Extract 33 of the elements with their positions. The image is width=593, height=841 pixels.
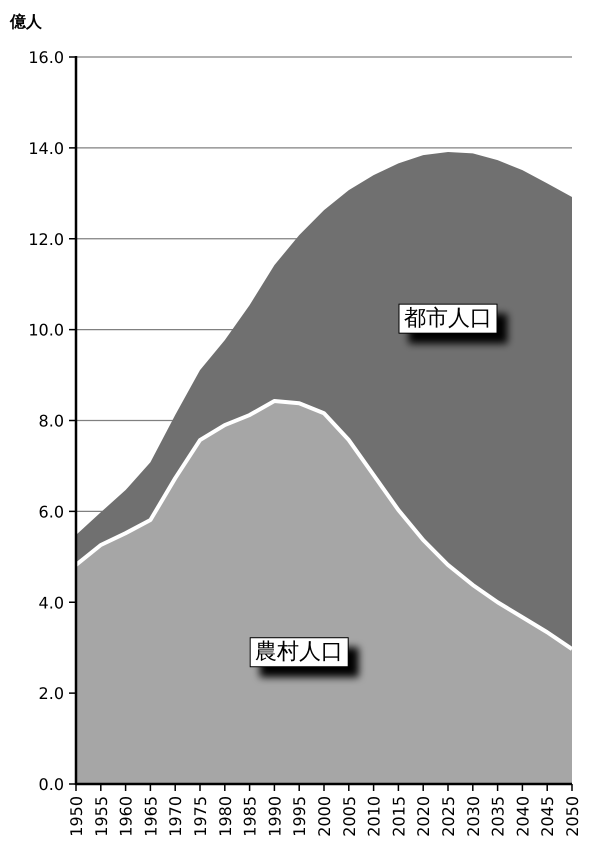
x-tick-label: 1960	[116, 796, 136, 837]
series-label: 農村人口	[255, 640, 344, 665]
x-tick-label: 2030	[464, 796, 483, 837]
x-tick-label: 2035	[488, 796, 508, 837]
x-tick-label: 2005	[340, 796, 359, 837]
y-tick-label: 6.0	[38, 502, 64, 522]
x-tick-label: 1995	[290, 796, 310, 837]
x-tick-label: 1970	[166, 796, 186, 837]
x-tick-label: 2040	[513, 796, 532, 837]
series-label: 都市人口	[404, 306, 492, 332]
y-tick-label: 12.0	[28, 230, 64, 249]
x-tick-label: 1965	[141, 796, 160, 837]
y-tick-label: 8.0	[38, 412, 64, 430]
x-tick-label: 2010	[364, 796, 384, 837]
x-tick-label: 1950	[67, 796, 86, 837]
y-axis-title: 億人	[9, 12, 43, 31]
y-tick-label: 10.0	[28, 320, 64, 340]
x-tick-label: 1975	[191, 796, 210, 837]
x-tick-label: 2050	[563, 796, 582, 837]
x-tick-label: 1980	[216, 796, 235, 837]
y-tick-label: 14.0	[28, 138, 64, 158]
x-tick-label: 1955	[92, 796, 111, 837]
y-tick-label: 2.0	[38, 684, 64, 704]
y-tick-label: 4.0	[38, 593, 64, 612]
y-tick-label: 0.0	[38, 775, 64, 794]
x-tick-label: 2015	[389, 796, 408, 837]
x-tick-label: 1990	[265, 796, 284, 837]
x-tick-label: 1985	[240, 796, 260, 837]
x-tick-label: 2000	[315, 796, 334, 837]
x-tick-label: 2025	[439, 796, 458, 837]
x-tick-label: 2045	[538, 796, 558, 837]
y-tick-label: 16.0	[28, 48, 64, 67]
x-tick-label: 2020	[414, 796, 434, 837]
